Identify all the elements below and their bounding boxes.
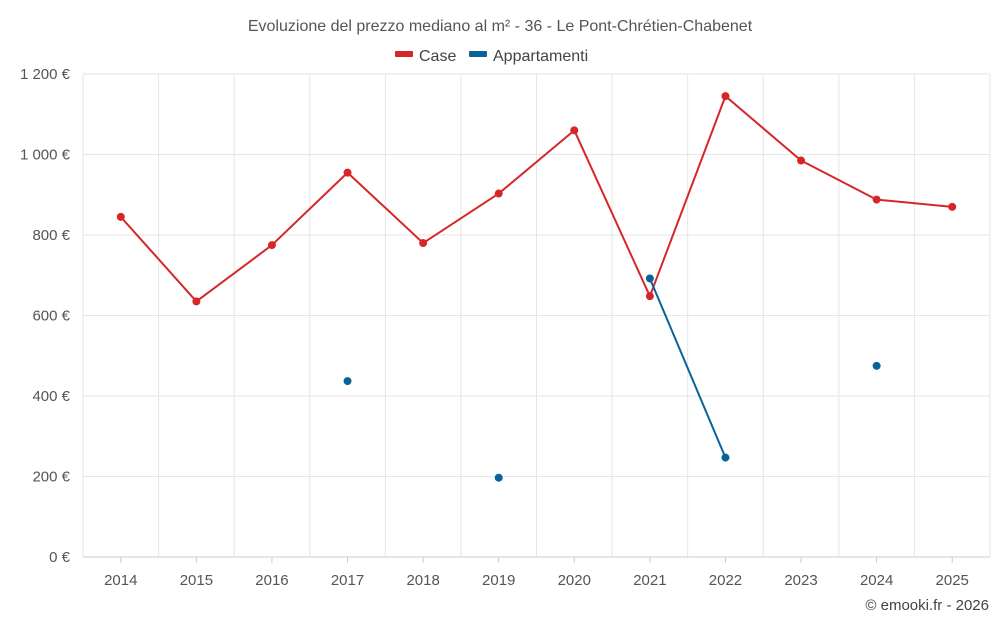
legend-label-appartamenti: Appartamenti	[493, 48, 588, 65]
data-point-appartamenti-2017[interactable]	[343, 377, 352, 386]
series-line-segment	[119, 215, 198, 303]
y-tick-label: 1 000 €	[20, 147, 71, 164]
x-tick-label: 2024	[860, 572, 893, 589]
series-line-segment	[195, 244, 273, 303]
data-point-case-2016[interactable]	[267, 241, 276, 250]
series-line-segment	[346, 171, 425, 245]
data-point-case-2015[interactable]	[192, 297, 201, 306]
series-line-segment	[875, 198, 954, 208]
data-point-case-2020[interactable]	[570, 126, 579, 135]
data-point-case-2023[interactable]	[797, 156, 806, 165]
data-point-case-2024[interactable]	[872, 195, 881, 204]
data-point-appartamenti-2019[interactable]	[494, 473, 503, 482]
x-tick-label: 2025	[936, 572, 969, 589]
x-tick-label: 2018	[406, 572, 439, 589]
x-tick-label: 2023	[784, 572, 817, 589]
legend-swatch-appartamenti	[469, 51, 487, 57]
x-tick-label: 2019	[482, 572, 515, 589]
legend-item-case[interactable]: Case	[395, 48, 456, 65]
credit-label[interactable]: © emooki.fr - 2026	[865, 597, 989, 614]
series-line-segment	[648, 277, 727, 459]
x-axis: 2014 2015 2016 2017 2018 2019 2020 2021 2022 2023…	[104, 557, 969, 589]
series-line-segment	[800, 159, 878, 201]
legend-item-appartamenti[interactable]: Appartamenti	[469, 48, 588, 65]
x-tick-label: 2021	[633, 572, 666, 589]
series-case	[116, 92, 957, 306]
y-tick-label: 600 €	[32, 308, 70, 325]
x-tick-label: 2017	[331, 572, 364, 589]
data-point-case-2025[interactable]	[948, 202, 957, 211]
x-tick-label: 2022	[709, 572, 742, 589]
chart-title: Evoluzione del prezzo mediano al m² - 36…	[248, 18, 753, 35]
series-line-segment	[573, 129, 651, 298]
y-axis: 0 € 200 € 400 € 600 € 800 € 1 000 € 1 200 €	[20, 66, 71, 566]
y-tick-label: 1 200 €	[20, 66, 71, 83]
x-tick-label: 2016	[255, 572, 288, 589]
data-point-case-2022[interactable]	[721, 92, 730, 101]
series-appartamenti	[343, 274, 881, 482]
data-point-appartamenti-2022[interactable]	[721, 453, 730, 462]
data-point-appartamenti-2024[interactable]	[872, 361, 881, 370]
legend-swatch-case	[395, 51, 413, 57]
x-tick-label: 2015	[180, 572, 213, 589]
data-point-case-2014[interactable]	[116, 212, 125, 221]
legend-label-case: Case	[419, 48, 456, 65]
gridlines	[82, 73, 991, 558]
series-line-segment	[422, 192, 500, 245]
data-point-case-2021[interactable]	[645, 292, 654, 301]
series-line-segment	[270, 171, 349, 247]
y-tick-label: 200 €	[32, 469, 70, 486]
plot-area	[116, 92, 957, 482]
data-point-case-2019[interactable]	[494, 189, 503, 198]
data-point-appartamenti-2021[interactable]	[645, 274, 654, 283]
y-tick-label: 800 €	[32, 227, 70, 244]
y-tick-label: 0 €	[49, 549, 71, 566]
series-line-segment	[497, 129, 576, 195]
data-point-case-2017[interactable]	[343, 168, 352, 177]
data-point-case-2018[interactable]	[419, 239, 428, 248]
legend: Case Appartamenti	[395, 48, 588, 65]
x-tick-label: 2020	[558, 572, 591, 589]
series-line-segment	[648, 95, 727, 298]
series-line-segment	[724, 95, 803, 162]
y-tick-label: 400 €	[32, 388, 70, 405]
x-tick-label: 2014	[104, 572, 137, 589]
